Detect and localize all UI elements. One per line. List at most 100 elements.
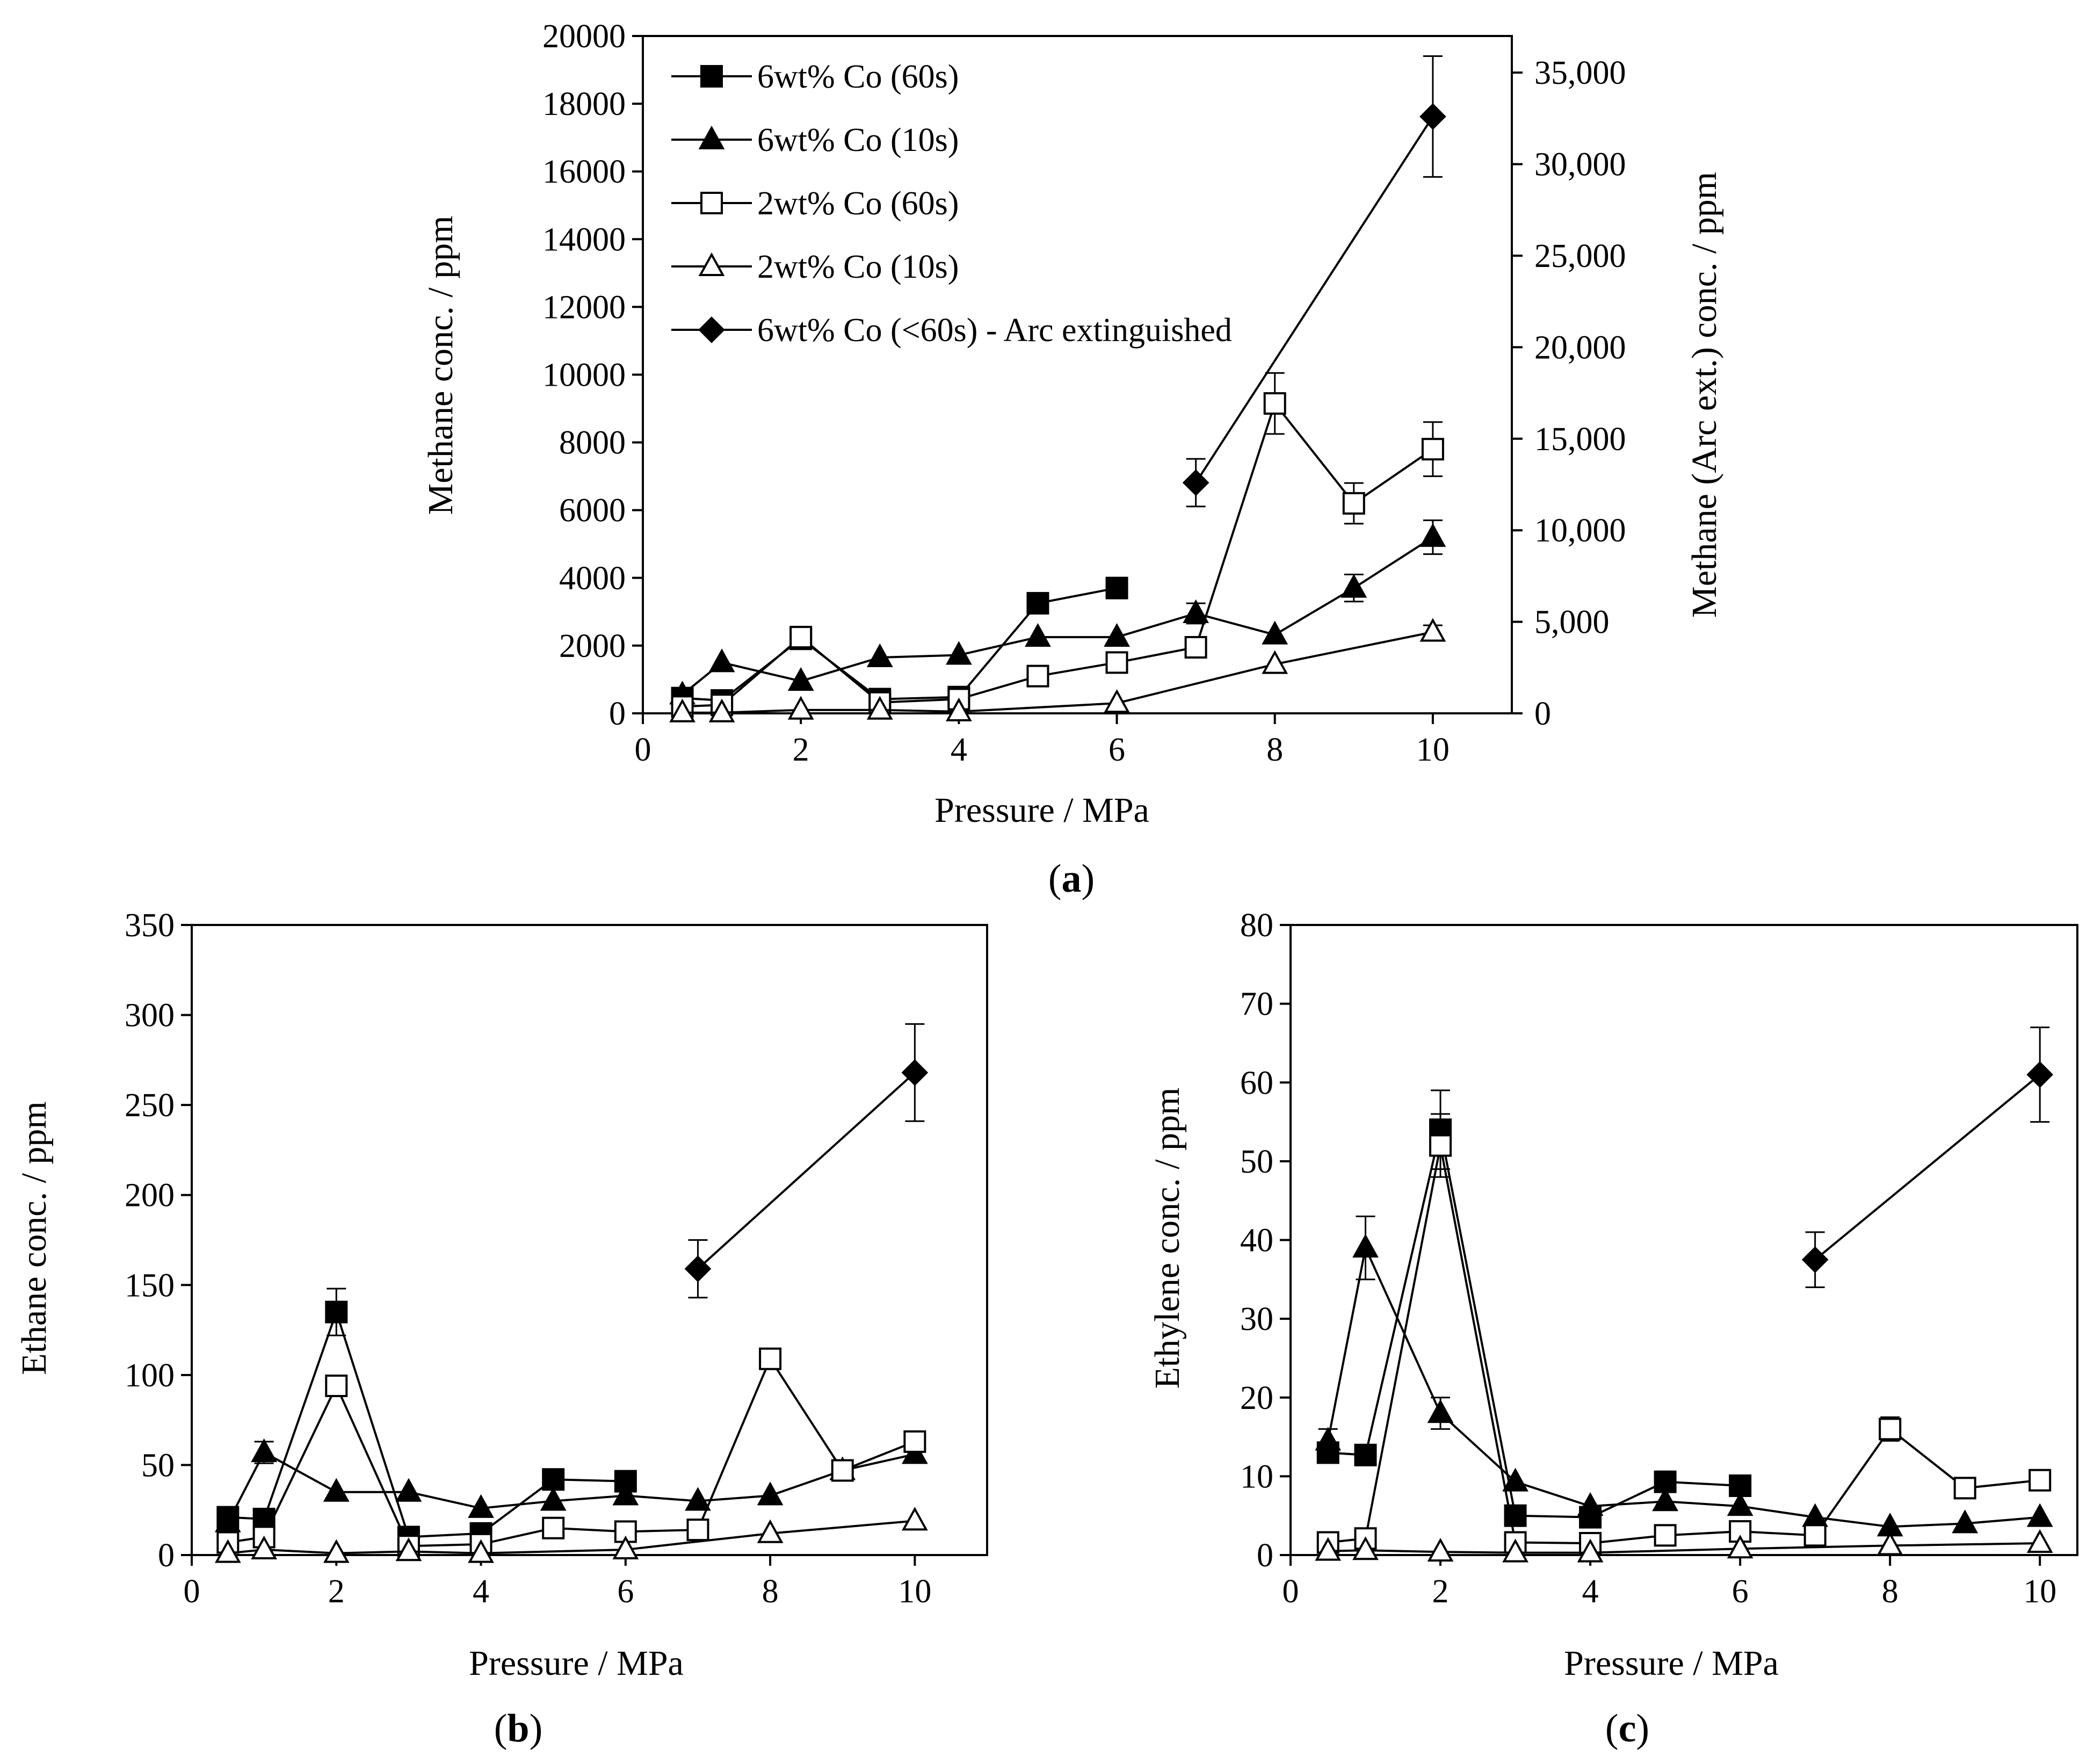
series-line-co6_10 [1327,1244,2040,1528]
y2-tick-label: 0 [1534,696,1551,732]
x-tick-label: 0 [635,732,651,768]
x-tick-label: 8 [1266,732,1283,768]
x-tick-label: 0 [184,1573,200,1610]
data-point-co6_10 [540,1487,567,1511]
series-co2_60 [216,1347,926,1558]
data-point-co6_10 [1427,1399,1454,1423]
chart-a-y2label: Methane (Arc ext.) conc. / ppm [1685,172,1724,618]
data-point-co6_10 [251,1438,278,1462]
series-line-co6_60 [228,1308,626,1538]
data-point-co2_60 [1803,1524,1827,1547]
y-tick-label: 6000 [559,493,626,529]
data-point-co2_10 [251,1535,278,1559]
series-co6_60 [671,576,1128,712]
legend-item-co6-10: 6wt% Co (10s) [671,122,959,158]
data-point-co2_10 [612,1535,639,1559]
data-point-co6_10 [708,648,735,673]
chart-a-ticks: 0 2 4 6 8 10 0 2000 4000 6000 8000 10000 12000 14000 1… [542,18,1626,768]
data-point-co6_60 [325,1300,348,1324]
data-point-co2_10 [945,697,972,721]
y-tick-label: 30 [1240,1301,1273,1338]
data-point-co2_10 [901,1507,928,1531]
data-point-co6_10 [468,1494,494,1518]
x-tick-label: 10 [898,1573,931,1610]
chart-b-xlabel: Pressure / MPa [469,1644,684,1683]
data-point-co2_10 [1104,689,1130,713]
chart-c-caption: (c) [1605,1707,1649,1751]
y2-tick-label: 5,000 [1534,604,1610,641]
data-point-co2_10 [1727,1535,1754,1559]
data-point-co2_60 [759,1347,782,1370]
legend-marker-co2-60 [700,192,723,214]
legend-item-co6-60: 6wt% Co (60s) [671,59,959,95]
chart-c-frame [1289,924,2078,1556]
y-tick-label: 4000 [559,560,626,597]
chart-c-caption-letter: c [1619,1707,1636,1751]
series-line-arc [1194,115,1434,483]
y-tick-label: 20 [1240,1380,1273,1416]
data-point-co6_10 [1652,1487,1679,1512]
data-point-co6_10 [1341,574,1367,598]
series-co6_60 [1316,1089,1752,1529]
data-point-co2_60 [1953,1477,1976,1500]
x-tick-label: 10 [2023,1573,2056,1610]
data-point-co2_10 [787,696,814,720]
series-line-co2_10 [682,631,1433,714]
y-tick-label: 14000 [542,221,626,258]
legend-label-co2-10: 2wt% Co (10s) [757,249,959,285]
data-point-co2_10 [669,698,695,722]
series-line-arc [697,1072,916,1270]
data-point-co6_10 [1727,1492,1754,1516]
data-point-co2_10 [757,1519,784,1543]
series-co2_10 [1315,1529,2053,1563]
data-point-co6_10 [612,1481,639,1506]
x-tick-label: 2 [328,1573,345,1610]
y-tick-label: 0 [1257,1537,1273,1574]
data-point-co2_10 [468,1539,494,1563]
data-point-co2_60 [686,1519,709,1542]
data-point-co6_10 [1502,1467,1528,1492]
chart-b-ylabel: Ethane conc. / ppm [15,1101,54,1375]
data-point-co2_60 [542,1516,565,1539]
legend-label-co6-10: 6wt% Co (10s) [757,122,959,158]
data-point-co6_10 [945,641,972,665]
y-tick-label: 150 [125,1267,175,1304]
chart-c-ticks: 0 2 4 6 8 10 0 10 20 30 40 50 60 70 80 [1240,907,2056,1610]
data-point-co6_60 [1105,576,1128,599]
data-point-co2_60 [1184,636,1207,659]
y-tick-label: 350 [125,907,175,944]
legend-marker-co2-10 [698,252,725,276]
y-tick-label: 20000 [542,18,626,55]
y2-tick-label: 30,000 [1534,147,1626,183]
data-point-co2_10 [1352,1536,1379,1560]
data-point-co2_10 [1502,1538,1528,1563]
data-point-co6_10 [323,1478,350,1502]
chart-a-caption-letter: a [1062,857,1082,901]
chart-c-series [1315,1026,2054,1563]
data-point-co2_60 [831,1459,854,1482]
y-tick-label: 80 [1240,907,1273,944]
data-point-co2_10 [1427,1538,1454,1562]
data-point-arc [1419,103,1446,130]
chart-c-axes [1289,924,2078,1556]
data-point-co6_10 [1577,1492,1604,1516]
y-tick-label: 16000 [542,154,626,190]
y-tick-label: 60 [1240,1065,1273,1101]
data-point-co6_10 [1025,623,1051,647]
y-tick-label: 2000 [559,628,626,664]
y2-tick-label: 25,000 [1534,238,1626,274]
legend-item-co2-60: 2wt% Co (60s) [671,185,959,222]
y-tick-label: 0 [609,696,626,732]
y-tick-label: 40 [1240,1223,1273,1259]
chart-b-caption-letter: b [507,1707,529,1751]
data-point-co6_10 [1183,599,1209,624]
x-tick-label: 6 [1732,1573,1749,1610]
y2-tick-label: 20,000 [1534,329,1626,366]
legend-label-arc: 6wt% Co (<60s) - Arc extinguished [757,312,1232,349]
x-tick-label: 6 [1108,732,1125,768]
data-point-co6_10 [1104,623,1130,647]
data-point-co2_10 [2026,1529,2053,1553]
